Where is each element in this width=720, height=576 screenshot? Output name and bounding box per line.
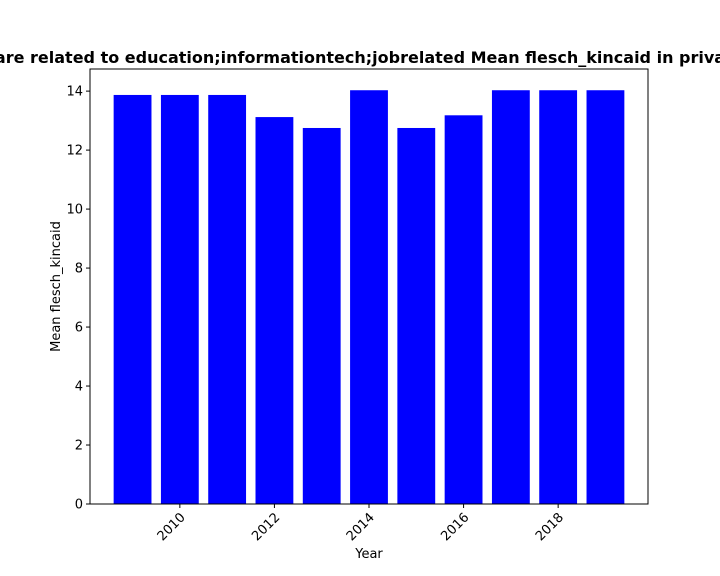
bar-2017 <box>491 90 530 505</box>
y-tick-label: 6 <box>75 321 83 336</box>
x-tick-label: 2018 <box>533 510 567 544</box>
x-tick-label: 2012 <box>249 510 283 544</box>
y-axis-ticks: 0 2 4 6 8 10 12 14 <box>66 85 90 513</box>
y-tick-label: 8 <box>75 262 83 277</box>
bar-2013 <box>302 127 341 505</box>
bar-2012 <box>255 117 294 504</box>
y-tick-label: 14 <box>66 85 83 100</box>
x-axis-label: Year <box>354 547 383 562</box>
y-tick-label: 4 <box>75 380 83 395</box>
x-tick-label: 2010 <box>155 510 189 544</box>
y-tick-label: 12 <box>66 144 83 159</box>
y-tick-label: 2 <box>75 439 83 454</box>
bar-2019 <box>586 90 625 505</box>
y-axis-label: Mean flesch_kincaid <box>49 221 64 352</box>
bar-2016 <box>444 115 483 504</box>
bar-2015 <box>397 127 436 505</box>
chart-title: are related to education;informationtech… <box>0 48 720 67</box>
bar-2009 <box>113 94 152 504</box>
y-tick-label: 0 <box>75 498 83 513</box>
bars-group <box>113 90 625 505</box>
bar-2018 <box>539 90 578 505</box>
x-tick-label: 2014 <box>344 510 378 544</box>
x-axis-ticks: 2010 2012 2014 2016 2018 <box>155 504 567 544</box>
bar-2014 <box>350 90 388 505</box>
y-tick-label: 10 <box>66 203 83 218</box>
x-tick-label: 2016 <box>438 510 472 544</box>
bar-2010 <box>160 94 199 504</box>
bar-2011 <box>208 94 247 504</box>
